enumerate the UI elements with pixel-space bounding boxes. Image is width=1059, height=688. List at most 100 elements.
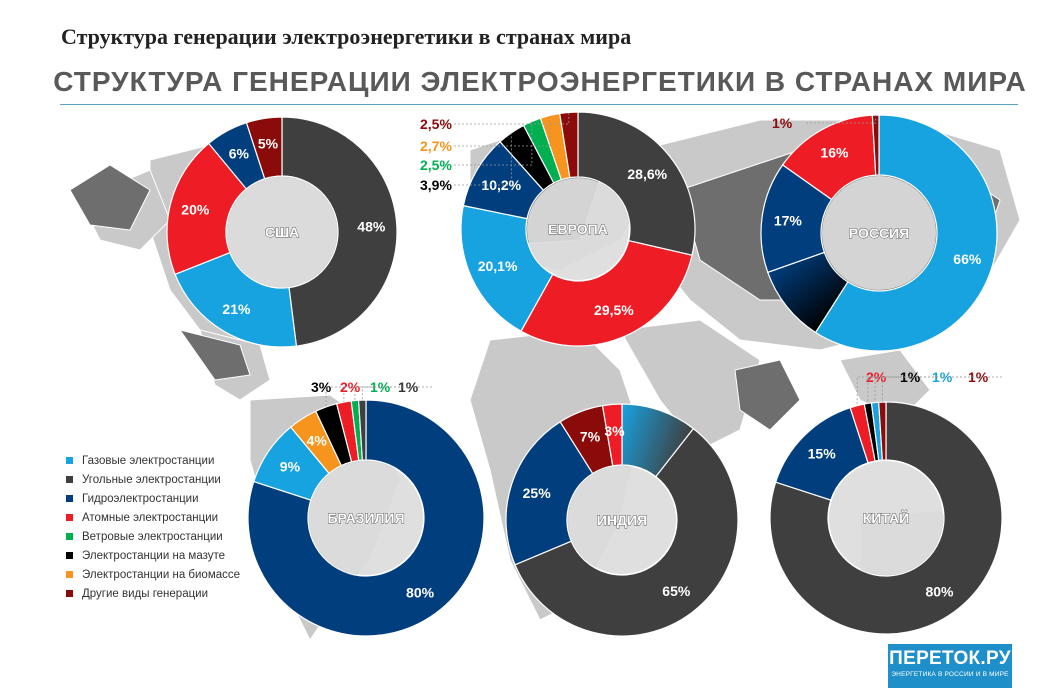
slice-value-label: 20,1% [478, 258, 518, 274]
callout-leader-line [361, 386, 432, 401]
legend: Газовые электростанции Угольные электрос… [66, 451, 240, 603]
logo-sub: ЭНЕРГЕТИКА В РОССИИ И В МИРЕ [891, 671, 1009, 678]
slice-value-label: 80% [406, 584, 435, 600]
chart-title: СТРУКТУРА ГЕНЕРАЦИИ ЭЛЕКТРОЭНЕРГЕТИКИ В … [53, 66, 1027, 97]
legend-label: Ветровые электростанции [82, 530, 223, 543]
slice-value-label: 65% [662, 583, 691, 599]
pie-center-label: РОССИЯ [849, 225, 909, 241]
pie-slice-hydro [247, 399, 485, 637]
legend-label: Газовые электростанции [82, 454, 215, 467]
legend-swatch [66, 571, 73, 578]
legend-swatch [66, 590, 73, 597]
slice-value-label: 66% [953, 251, 982, 267]
slice-callout-label: 1% [968, 369, 989, 385]
logo-main: ПЕРЕТОК.РУ [889, 648, 1011, 669]
legend-item: Газовые электростанции [66, 451, 240, 470]
callout-leader-line [454, 132, 512, 186]
donut-hole [227, 177, 337, 287]
legend-item: Гидроэлектростанции [66, 489, 240, 508]
pie-slice-gas [460, 204, 554, 332]
slice-callout-label: 1% [900, 369, 921, 385]
slice-callout-label: 3% [311, 379, 332, 395]
pie-chart-0: 48% 21% 20% 6% 5% США [166, 116, 398, 348]
pie-center-label: ИНДИЯ [597, 512, 647, 528]
slice-value-label: 15% [808, 446, 837, 462]
legend-swatch [66, 533, 73, 540]
donut-hole [829, 461, 943, 575]
legend-label: Гидроэлектростанции [82, 492, 199, 505]
slice-value-label: 21% [222, 301, 251, 317]
legend-item: Угольные электростанции [66, 470, 240, 489]
legend-item: Атомные электростанции [66, 508, 240, 527]
slice-value-label: 48% [357, 218, 386, 234]
legend-swatch [66, 552, 73, 559]
slice-callout-label: 2% [340, 379, 361, 395]
pie-chart-5: 80%15%2% 1% 1% 1%КИТАЙ [769, 369, 1003, 635]
logo[interactable]: ПЕРЕТОК.РУ ЭНЕРГЕТИКА В РОССИИ И В МИРЕ [888, 644, 1012, 688]
legend-item: Ветровые электростанции [66, 527, 240, 546]
callout-leader-line [806, 115, 877, 124]
slice-value-label: 25% [523, 485, 552, 501]
callout-leader-line [454, 121, 533, 166]
legend-item: Электростанции на биомассе [66, 565, 240, 584]
callout-leader-line [874, 376, 966, 403]
pie-center-label: КИТАЙ [863, 509, 909, 526]
pie-slice-nuclear [520, 239, 693, 347]
slice-callout-label: 1% [772, 115, 793, 131]
slice-value-label: 4% [307, 432, 328, 448]
legend-label: Угольные электростанции [82, 473, 221, 486]
donut-hole [309, 461, 423, 575]
slice-value-label: 80% [925, 584, 954, 600]
slice-value-label: 16% [820, 145, 849, 161]
legend-swatch [66, 476, 73, 483]
slice-callout-label: 1% [398, 379, 419, 395]
pie-slice-other [871, 114, 880, 176]
slice-value-label: 29,5% [594, 302, 634, 318]
legend-item: Электростанции на мазуте [66, 546, 240, 565]
slice-callout-label: 1% [370, 379, 391, 395]
title-divider [60, 104, 1018, 105]
page-title: Структура генерации электроэнергетики в … [61, 24, 632, 49]
pie-chart-2: 66% 17% 16% 1% РОССИЯ [760, 114, 998, 352]
slice-value-label: 9% [280, 458, 301, 474]
slice-value-label: 17% [774, 212, 803, 228]
slice-callout-label: 2,5% [420, 116, 452, 132]
pie-slice-gas [814, 114, 998, 352]
slice-value-label: 3% [604, 423, 625, 439]
pie-slice-other [559, 111, 579, 179]
slice-callout-label: 2,7% [420, 138, 452, 154]
pie-slice-other [878, 401, 887, 461]
pie-chart-1: 28,6%29,5%20,1%10,2%3,9%2,5%2,7%2,5%ЕВРО… [420, 111, 696, 347]
legend-label: Атомные электростанции [82, 511, 219, 524]
legend-swatch [66, 514, 73, 521]
pie-chart-3: 80% 9% 4% 3% 2% 1% 1% БРАЗИЛИЯ [247, 379, 485, 637]
callout-leader-line [325, 386, 345, 407]
legend-label: Другие виды генерации [82, 587, 209, 600]
legend-item: Другие виды генерации [66, 584, 240, 603]
pie-slice-nuclear [166, 142, 248, 276]
slice-value-label: 6% [229, 146, 250, 162]
slice-callout-label: 2,5% [420, 157, 452, 173]
pie-chart-4: 65% 25% 7% 3% ИНДИЯ [505, 403, 739, 637]
callout-leader-line [343, 386, 374, 403]
legend-swatch [66, 495, 73, 502]
pie-slice-coal [769, 401, 1003, 635]
slice-value-label: 7% [580, 428, 601, 444]
pie-slice-coal [281, 116, 398, 347]
pie-slice-hydro [505, 421, 594, 566]
pie-slice-other [245, 116, 283, 180]
pie-slice-coal [357, 399, 367, 461]
legend-label: Электростанции на мазуте [82, 549, 226, 562]
pie-slice-coal [514, 427, 739, 637]
pie-center-label: ЕВРОПА [548, 221, 608, 237]
pie-slice-nuclear [601, 403, 623, 467]
pie-slice-gas [174, 251, 298, 348]
pie-center-label: БРАЗИЛИЯ [327, 510, 404, 526]
pie-center-label: США [265, 224, 299, 240]
legend-swatch [66, 457, 73, 464]
pie-slice-coal [577, 111, 696, 256]
slice-callout-label: 1% [932, 369, 953, 385]
donut-hole [822, 176, 936, 290]
slice-callout-label: 3,9% [420, 177, 452, 193]
